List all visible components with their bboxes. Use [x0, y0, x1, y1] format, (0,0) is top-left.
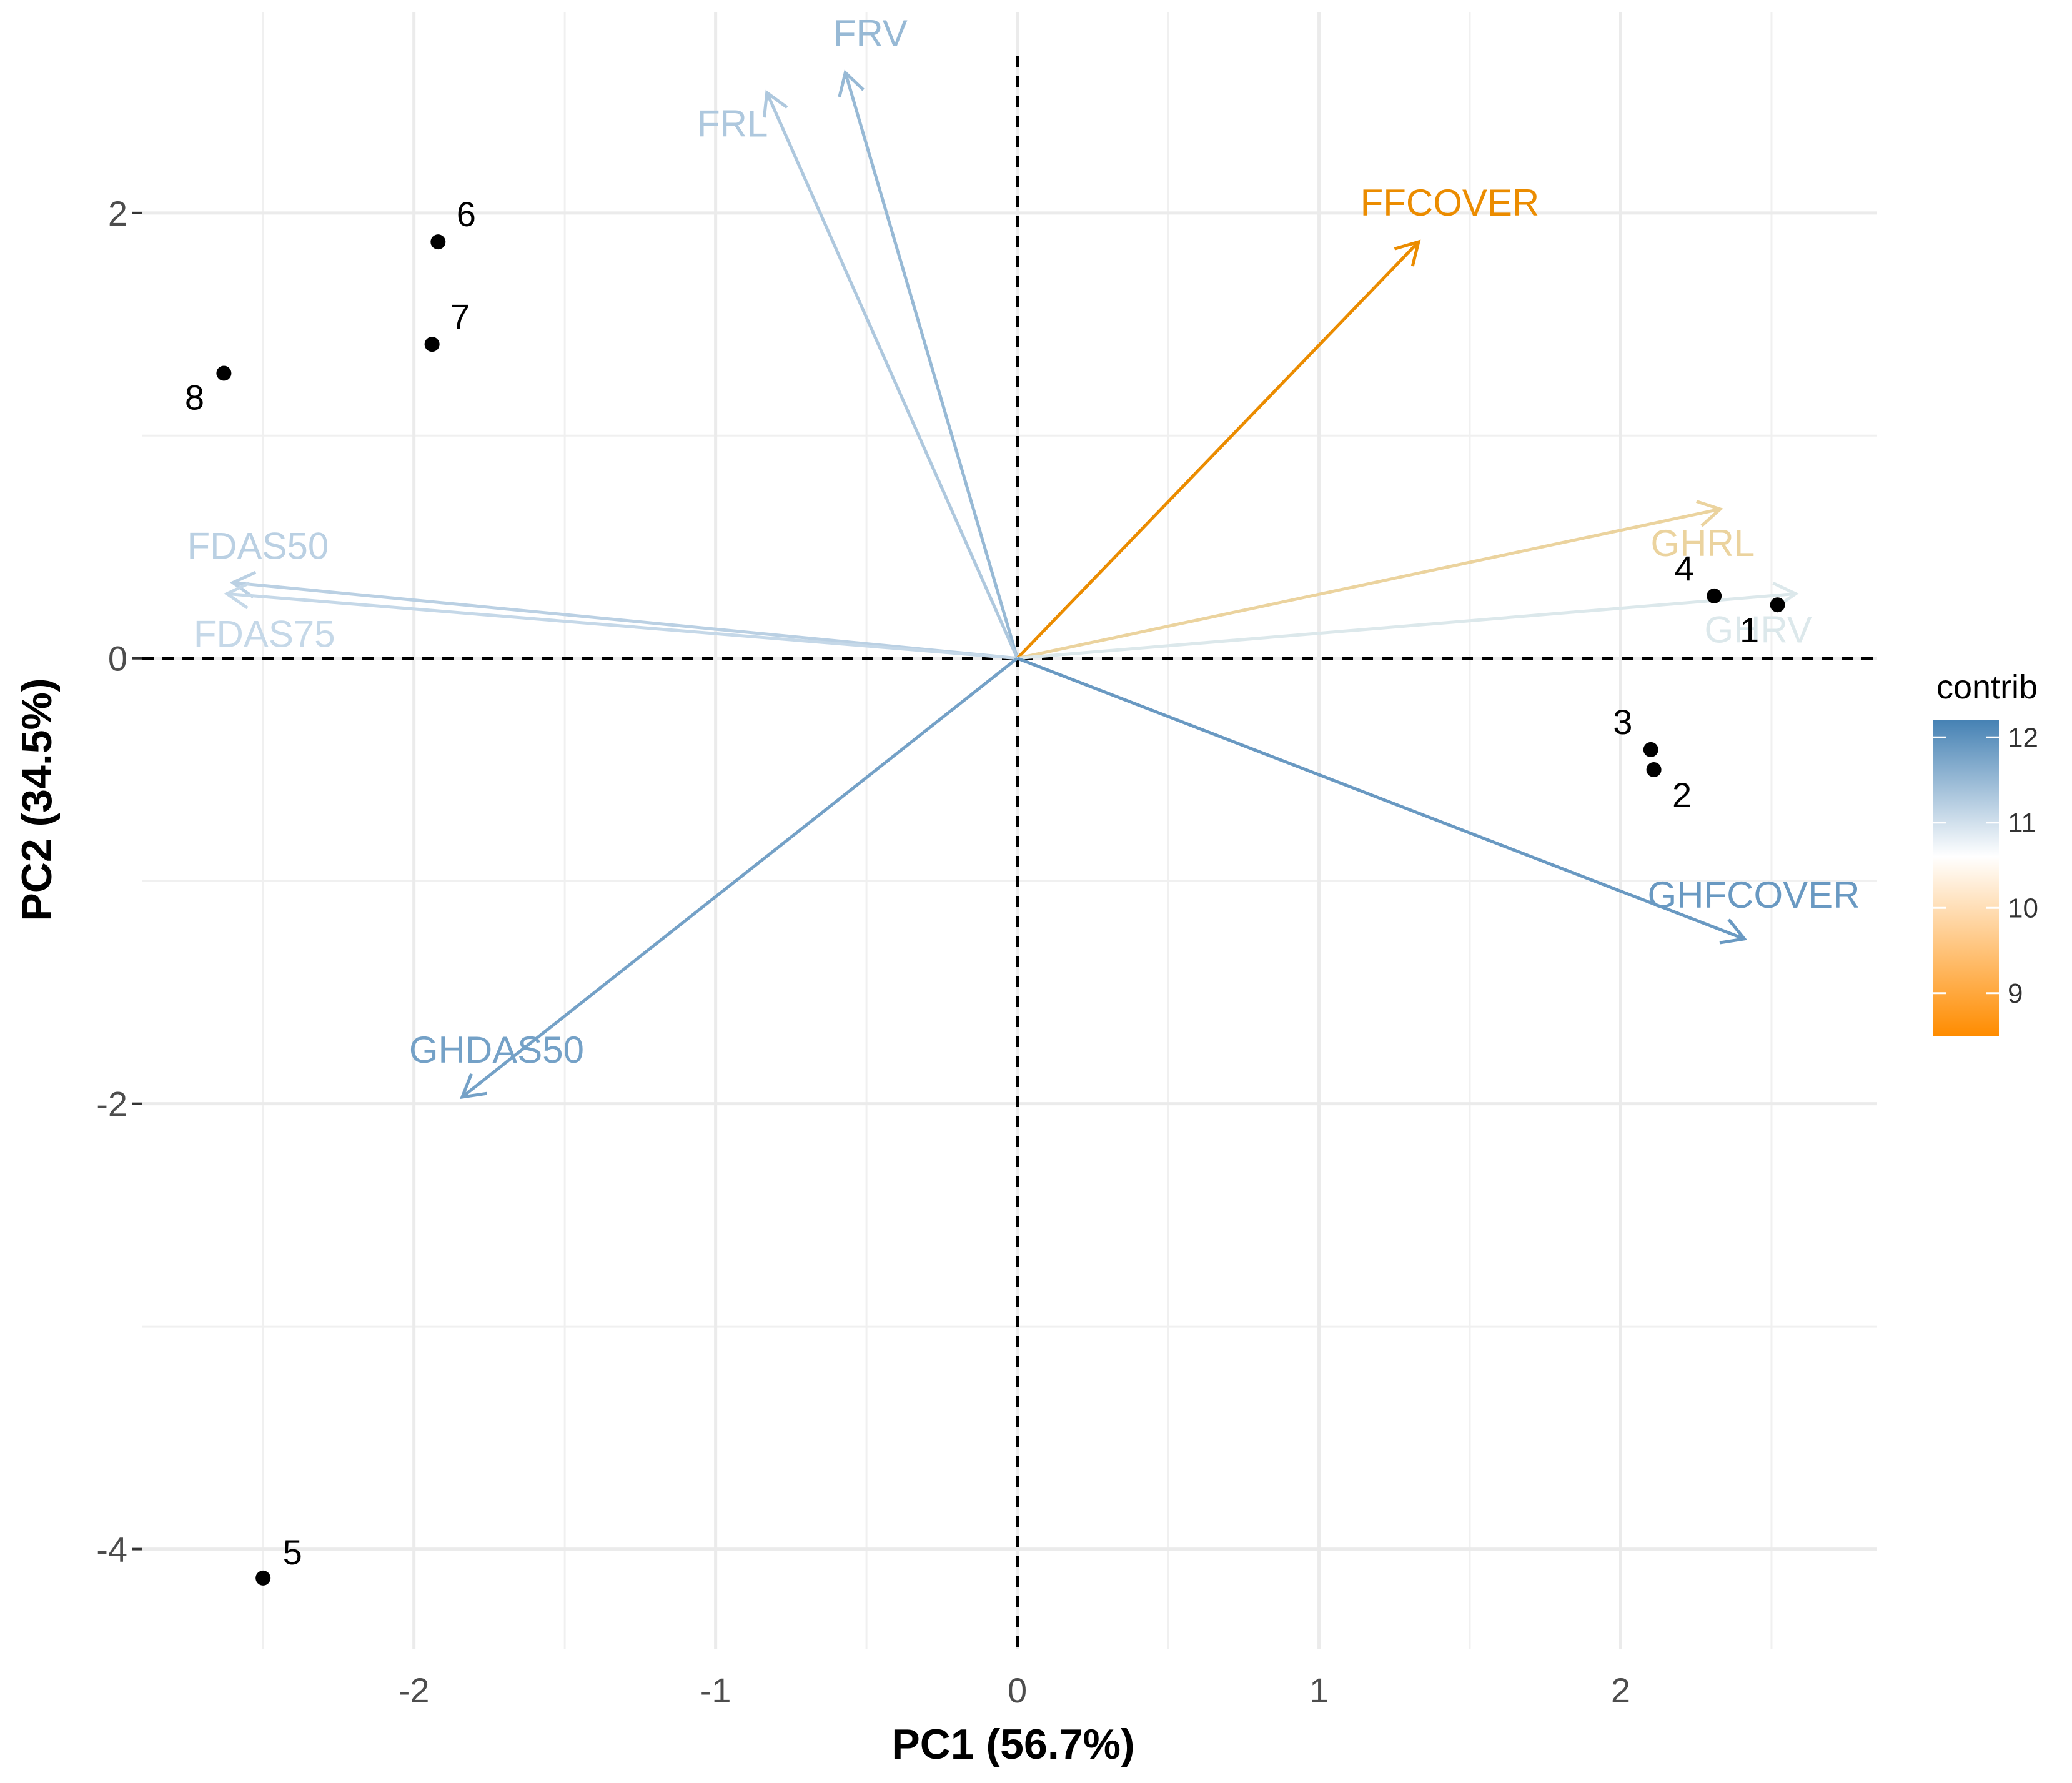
point-label: 4	[1675, 549, 1694, 588]
variable-arrow-ghrv: GHRV	[1017, 582, 1812, 660]
y-tick-label: -4	[96, 1530, 127, 1569]
arrow-shaft	[1016, 657, 1745, 941]
arrow-head	[229, 570, 257, 598]
variable-arrow-fdas50: FDAS50	[187, 525, 1018, 660]
legend-tick-label: 9	[2008, 978, 2023, 1009]
arrow-head	[838, 69, 865, 97]
variable-arrow-ffcover: FFCOVER	[1016, 182, 1540, 660]
point-marker	[216, 365, 232, 381]
point-label: 1	[1740, 610, 1759, 650]
point-marker	[424, 337, 440, 352]
x-tick-label: 2	[1611, 1671, 1630, 1710]
arrow-shaft	[1017, 507, 1721, 660]
individual-point-6: 6	[430, 194, 476, 250]
reference-lines	[142, 56, 1877, 1649]
x-tick-label: -1	[700, 1671, 731, 1710]
arrow-head	[1696, 500, 1723, 527]
variable-label: FFCOVER	[1361, 182, 1540, 224]
variable-arrows: FRV FRL FFCOVER GHRL GHRV FDAS50 FDAS75 GHFCOVE…	[187, 12, 1860, 1100]
point-label: 5	[283, 1532, 302, 1572]
variable-label: FDAS75	[194, 613, 335, 655]
y-axis-title: PC2 (34.5%)	[13, 678, 61, 921]
arrow-head	[460, 1073, 487, 1100]
legend-tick-label: 12	[2008, 722, 2038, 753]
legend-title: contrib	[1936, 668, 2038, 706]
y-axis-ticks: -4 -2 0 2	[96, 194, 142, 1569]
x-tick-label: 1	[1309, 1671, 1329, 1710]
variable-label: FRV	[833, 12, 908, 54]
individual-point-5: 5	[255, 1532, 302, 1586]
variable-label: GHDAS50	[409, 1029, 584, 1071]
legend-tick-label: 10	[2008, 893, 2038, 923]
point-label: 6	[457, 194, 476, 234]
variable-arrow-ghfcover: GHFCOVER	[1016, 657, 1860, 945]
grid-minor	[142, 12, 1877, 1649]
arrow-head	[224, 581, 250, 610]
x-tick-label: 0	[1008, 1671, 1027, 1710]
variable-label: FDAS50	[187, 525, 329, 567]
y-tick-label: 2	[108, 194, 127, 233]
x-tick-label: -2	[399, 1671, 430, 1710]
variable-label: FRL	[697, 102, 768, 144]
grid-major	[142, 12, 1877, 1649]
individual-point-4: 4	[1675, 549, 1722, 603]
variable-arrow-ghrl: GHRL	[1017, 500, 1755, 660]
individual-point-7: 7	[424, 297, 470, 352]
legend-colorbar	[1933, 720, 1999, 1036]
point-marker	[430, 234, 446, 250]
point-label: 8	[185, 377, 204, 417]
y-tick-label: -2	[96, 1085, 127, 1124]
variable-arrow-frv: FRV	[833, 12, 1019, 659]
x-axis-ticks: -2 -1 0 1 2	[399, 1671, 1630, 1710]
arrow-shaft	[461, 657, 1019, 1098]
arrow-shaft	[1017, 592, 1796, 660]
arrow-shaft	[227, 592, 1018, 660]
individual-point-8: 8	[185, 365, 232, 417]
point-marker	[255, 1570, 271, 1586]
point-label: 7	[450, 297, 470, 336]
arrow-head	[1394, 239, 1421, 267]
arrow-shaft	[765, 92, 1019, 659]
arrow-head	[1719, 918, 1748, 945]
variable-label: GHFCOVER	[1647, 874, 1860, 916]
y-tick-label: 0	[108, 639, 127, 678]
variable-arrow-frl: FRL	[697, 89, 1019, 659]
arrow-shaft	[232, 581, 1018, 660]
point-marker	[1646, 762, 1662, 777]
individual-point-2: 2	[1646, 762, 1692, 815]
variable-arrow-ghdas50: GHDAS50	[409, 657, 1019, 1100]
point-marker	[1770, 597, 1785, 613]
variable-arrow-fdas75: FDAS75	[194, 581, 1018, 660]
legend: contrib 9 10 11 12	[1933, 668, 2038, 1036]
arrow-shaft	[1016, 241, 1420, 660]
point-marker	[1643, 742, 1658, 757]
individual-point-1: 1	[1740, 597, 1785, 650]
point-marker	[1707, 588, 1722, 603]
individual-point-3: 3	[1613, 702, 1658, 757]
point-label: 2	[1672, 775, 1692, 815]
point-label: 3	[1613, 702, 1632, 742]
variable-label: GHRV	[1704, 608, 1812, 650]
arrow-shaft	[843, 72, 1019, 659]
arrow-head	[762, 89, 788, 118]
variable-label: GHRL	[1651, 522, 1755, 564]
legend-ticks: 9 10 11 12	[1933, 722, 2038, 1009]
x-axis-title: PC1 (56.7%)	[891, 1721, 1134, 1768]
legend-tick-label: 11	[2008, 808, 2036, 838]
